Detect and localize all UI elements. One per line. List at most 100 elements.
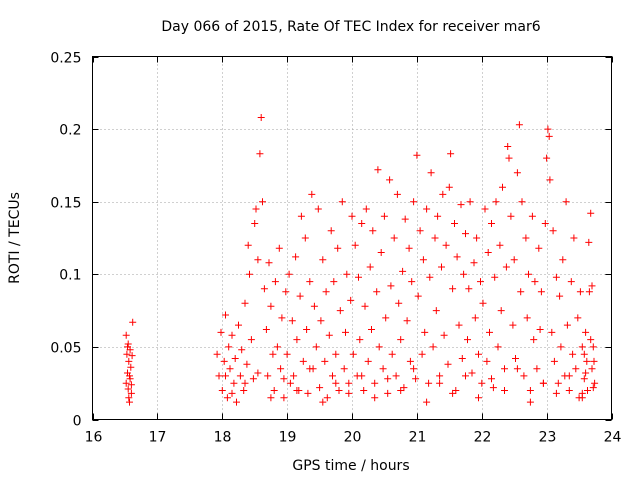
grid-layer xyxy=(92,56,612,420)
data-point xyxy=(565,372,573,380)
data-point xyxy=(584,387,591,394)
data-point xyxy=(539,379,547,387)
data-point xyxy=(319,398,327,406)
data-point xyxy=(306,365,314,373)
data-point xyxy=(379,365,387,373)
data-point xyxy=(322,288,330,296)
plot-frame xyxy=(92,56,612,420)
data-point xyxy=(533,365,541,373)
data-point xyxy=(462,230,469,238)
data-point xyxy=(380,212,388,220)
data-point xyxy=(509,321,517,329)
data-point xyxy=(273,343,281,351)
x-tick-label: 20 xyxy=(344,430,362,446)
data-point xyxy=(572,365,580,373)
data-point xyxy=(548,328,556,336)
data-point xyxy=(340,365,348,373)
data-point xyxy=(531,278,539,286)
data-point xyxy=(406,357,414,365)
data-point xyxy=(218,387,226,394)
data-point xyxy=(236,372,244,380)
data-point xyxy=(517,288,525,296)
data-point xyxy=(419,256,427,264)
data-point xyxy=(124,385,132,393)
data-point xyxy=(387,282,395,290)
data-point xyxy=(526,387,534,394)
data-point xyxy=(449,285,457,293)
data-point xyxy=(299,357,307,365)
data-point xyxy=(545,132,553,140)
data-point xyxy=(588,365,596,373)
data-point xyxy=(405,244,413,252)
data-point xyxy=(549,227,557,235)
data-point xyxy=(585,288,593,296)
data-point xyxy=(123,350,131,358)
data-point xyxy=(445,183,453,191)
data-point xyxy=(349,350,357,358)
y-tick-label: 0 xyxy=(73,414,82,430)
data-point xyxy=(301,234,309,242)
data-point xyxy=(505,154,513,162)
data-point xyxy=(588,282,596,290)
data-point xyxy=(470,259,478,267)
data-point xyxy=(447,150,455,158)
x-tick-label: 23 xyxy=(539,430,557,446)
data-point xyxy=(223,394,231,402)
data-point xyxy=(455,321,463,329)
x-tick-label: 19 xyxy=(279,430,297,446)
data-point xyxy=(280,375,288,383)
data-point xyxy=(412,375,420,383)
data-point xyxy=(537,288,545,296)
x-tick-label: 16 xyxy=(85,430,103,446)
data-point xyxy=(231,355,239,362)
data-point xyxy=(278,314,286,322)
data-point xyxy=(366,263,374,271)
data-point xyxy=(541,220,549,227)
data-point xyxy=(252,205,260,213)
data-point xyxy=(416,227,424,235)
data-point xyxy=(271,278,279,286)
data-point xyxy=(323,394,331,402)
data-point xyxy=(556,292,564,300)
data-point xyxy=(254,369,262,377)
data-point xyxy=(267,394,275,402)
data-point xyxy=(386,176,394,184)
data-point xyxy=(523,314,531,322)
data-point xyxy=(290,372,298,380)
data-point xyxy=(497,307,505,315)
data-point xyxy=(488,220,495,227)
y-tick-label: 0.1 xyxy=(59,268,81,284)
data-point xyxy=(220,357,228,365)
data-point xyxy=(306,278,314,286)
data-point xyxy=(364,357,372,365)
data-point xyxy=(414,292,422,300)
data-point xyxy=(439,190,447,198)
data-point xyxy=(458,355,466,362)
data-point xyxy=(460,270,468,278)
data-point xyxy=(494,343,502,351)
data-point xyxy=(297,212,305,220)
data-point xyxy=(122,331,130,339)
data-point xyxy=(127,389,135,397)
data-point xyxy=(431,234,439,242)
data-point xyxy=(213,350,221,358)
data-point xyxy=(589,343,597,351)
data-point xyxy=(293,336,301,344)
data-point xyxy=(246,270,253,278)
data-point xyxy=(544,125,552,133)
data-point xyxy=(368,326,375,333)
data-point xyxy=(513,365,521,373)
data-point xyxy=(481,205,489,213)
data-point xyxy=(421,328,429,336)
data-point xyxy=(327,227,335,235)
data-point xyxy=(319,256,327,264)
data-point xyxy=(434,212,442,220)
data-point xyxy=(499,183,506,191)
data-point xyxy=(369,227,377,235)
data-point xyxy=(466,198,474,206)
y-tick-label: 0.25 xyxy=(50,51,81,67)
x-axis-label: GPS time / hours xyxy=(292,458,409,474)
data-point xyxy=(475,394,482,402)
data-point xyxy=(479,299,487,307)
data-point xyxy=(440,331,448,339)
